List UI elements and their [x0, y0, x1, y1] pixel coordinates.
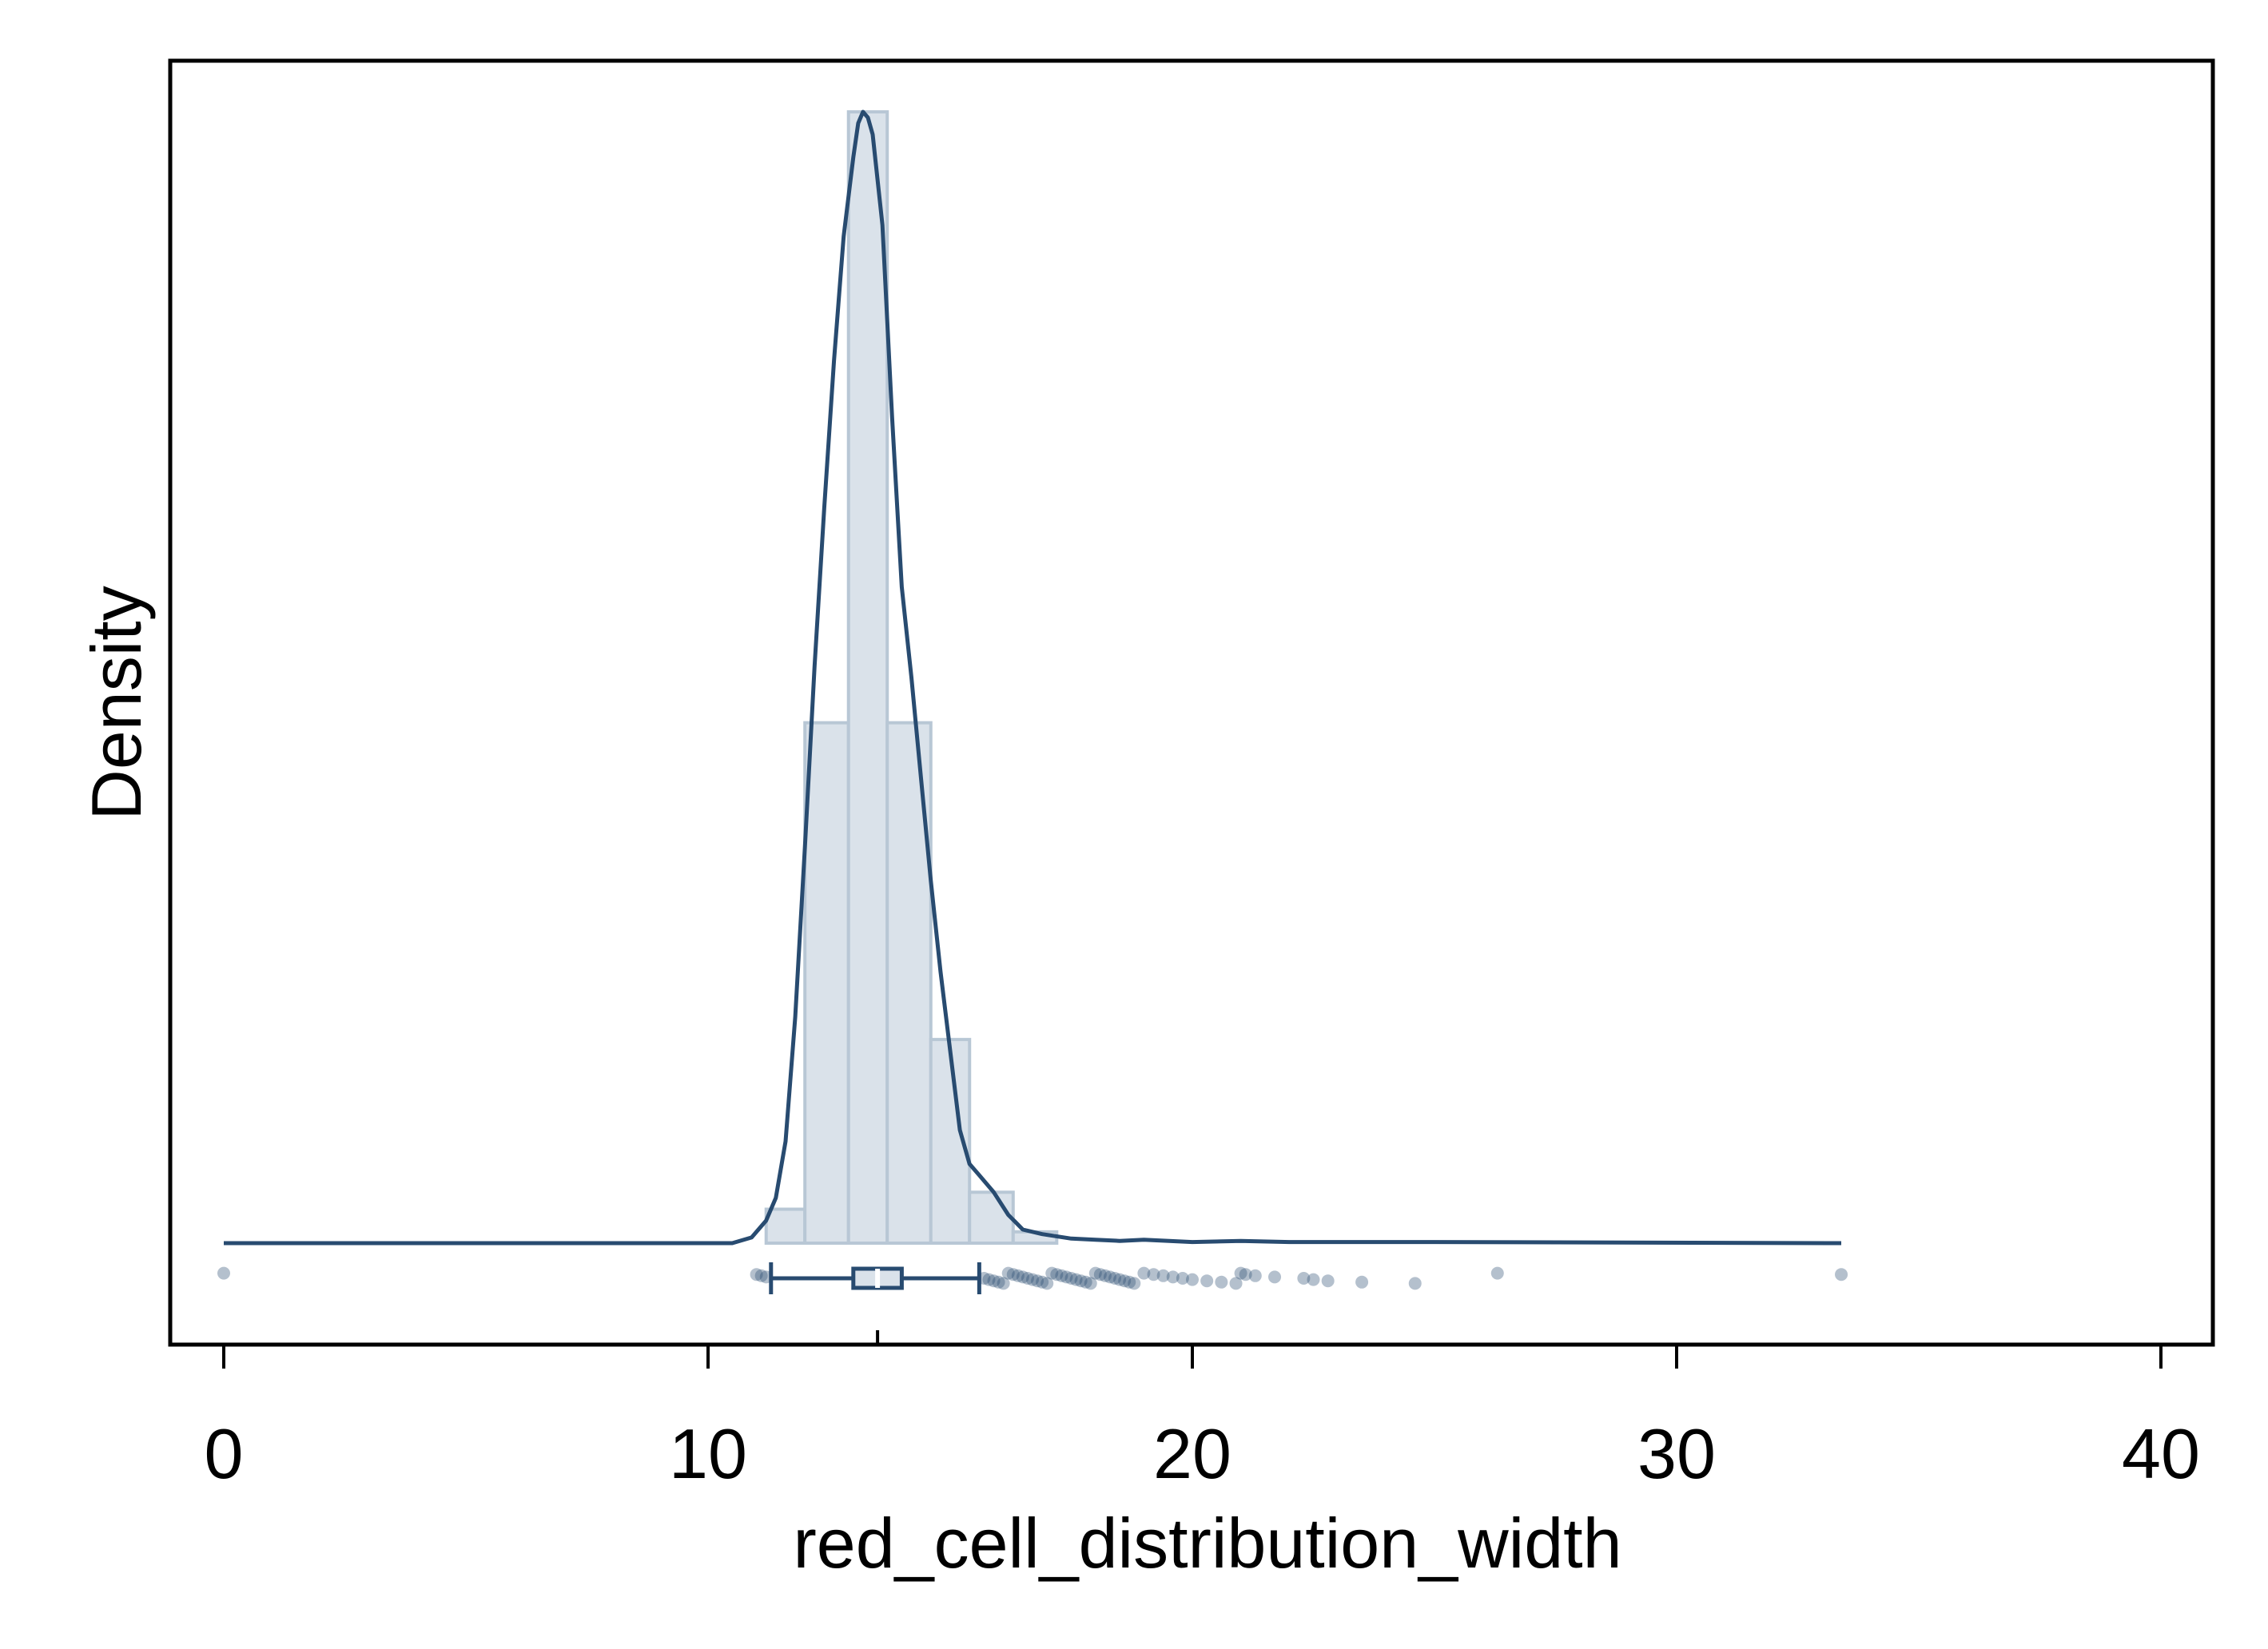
outlier-point [1835, 1268, 1848, 1281]
outlier-point [1200, 1274, 1214, 1288]
outlier-point [1036, 1275, 1049, 1289]
x-tick-label: 10 [669, 1414, 747, 1493]
outlier-point [992, 1275, 1005, 1289]
histogram-bar [968, 1190, 1015, 1246]
x-axis: 0 10 20 30 40 [205, 1330, 2200, 1493]
outlier-point [1239, 1268, 1252, 1281]
outlier-point [1123, 1275, 1136, 1289]
outlier-point [1186, 1273, 1199, 1286]
x-axis-label: red_cell_distribution_width [793, 1504, 1621, 1583]
outlier-point [1156, 1269, 1170, 1282]
outlier-point [1093, 1268, 1107, 1281]
outlier-point [1001, 1266, 1015, 1280]
outlier-point [1031, 1274, 1044, 1288]
x-tick-label: 30 [1637, 1414, 1716, 1493]
outlier-point [1021, 1272, 1034, 1285]
outlier-point [1490, 1266, 1504, 1280]
x-tick-label: 20 [1153, 1414, 1231, 1493]
outlier-point [1011, 1269, 1025, 1282]
outlier-point [1113, 1273, 1127, 1286]
histogram-bars [764, 110, 1059, 1246]
outlier-point [982, 1273, 996, 1286]
outlier-point [977, 1272, 991, 1285]
outlier-point [1215, 1275, 1228, 1289]
outlier-point [997, 1277, 1010, 1290]
outlier-point [1045, 1266, 1059, 1280]
outlier-point [1229, 1277, 1243, 1290]
outlier-point [1408, 1277, 1422, 1290]
outlier-point [750, 1268, 763, 1281]
outlier-point [1234, 1266, 1247, 1280]
outlier-point [1147, 1268, 1160, 1281]
histogram-bar [764, 1207, 807, 1246]
outlier-point [1297, 1272, 1311, 1285]
outlier-point [1248, 1269, 1262, 1282]
outlier-point [754, 1269, 768, 1282]
outlier-point [1166, 1270, 1180, 1284]
outlier-point [1128, 1277, 1141, 1290]
histogram-bar [803, 721, 850, 1245]
outlier-point [1321, 1274, 1335, 1288]
outlier-point [1060, 1270, 1073, 1284]
outlier-point [1137, 1266, 1151, 1280]
outlier-point [1050, 1268, 1064, 1281]
x-tick-label: 40 [2122, 1414, 2200, 1493]
outlier-point [1055, 1269, 1068, 1282]
outlier-point [1026, 1273, 1040, 1286]
outlier-point [1307, 1273, 1320, 1286]
outlier-point [217, 1266, 230, 1280]
boxplot [769, 1262, 981, 1294]
x-tick-label: 0 [205, 1414, 244, 1493]
y-axis-label: Density [77, 586, 156, 820]
outlier-point [1064, 1272, 1078, 1285]
outlier-point [1098, 1269, 1112, 1282]
outlier-point [1108, 1272, 1122, 1285]
outlier-point [1268, 1270, 1282, 1284]
outlier-point [1088, 1266, 1102, 1280]
outlier-point [1006, 1268, 1020, 1281]
outlier-point [1176, 1272, 1189, 1285]
kde-density-line [224, 109, 1842, 1246]
outlier-point [1103, 1270, 1116, 1284]
outlier-points [217, 1266, 1848, 1290]
outlier-point [1016, 1270, 1029, 1284]
outlier-point [1118, 1274, 1132, 1288]
outlier-point [1069, 1273, 1083, 1286]
outlier-point [1355, 1275, 1369, 1289]
outlier-point [759, 1270, 773, 1284]
histogram-bar [846, 110, 889, 1245]
outlier-point [1074, 1274, 1088, 1288]
outlier-point [1040, 1277, 1054, 1290]
outlier-point [987, 1274, 1001, 1288]
outlier-point [1084, 1277, 1097, 1290]
outlier-point [1079, 1275, 1092, 1289]
